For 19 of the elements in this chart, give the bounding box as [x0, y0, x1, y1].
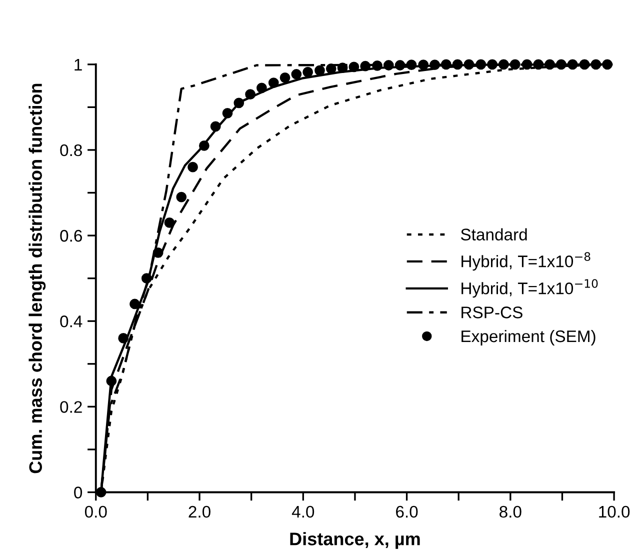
x-tick-label: 0.0 [84, 506, 107, 518]
y-tick-label: 1 [74, 58, 82, 70]
x-axis-title: Distance, x, µm [290, 532, 420, 549]
legend-label: RSP-CS [462, 306, 522, 318]
legend-label: Hybrid, T=1x10$^{−8}$ [462, 252, 590, 271]
y-axis-title: Cum. mass chord length distribution function [28, 84, 46, 474]
y-tick-label: 0.2 [60, 401, 82, 413]
x-tick-label: 10.0 [599, 506, 630, 518]
y-tick-label: 0.8 [60, 144, 82, 156]
y-tick-label: 0 [74, 486, 82, 498]
x-tick-label: 2.0 [188, 506, 210, 518]
legend-label: Hybrid, T=1x10$^{−10}$ [462, 279, 598, 298]
x-tick-label: 6.0 [396, 506, 418, 518]
legend-label: Standard [460, 228, 527, 240]
y-tick-label: 0.4 [60, 316, 82, 328]
y-tick-label: 0.6 [60, 230, 82, 242]
x-tick-label: 8.0 [500, 506, 522, 518]
legend-label: Experiment (SEM) [462, 330, 596, 346]
x-tick-label: 4.0 [292, 506, 314, 518]
